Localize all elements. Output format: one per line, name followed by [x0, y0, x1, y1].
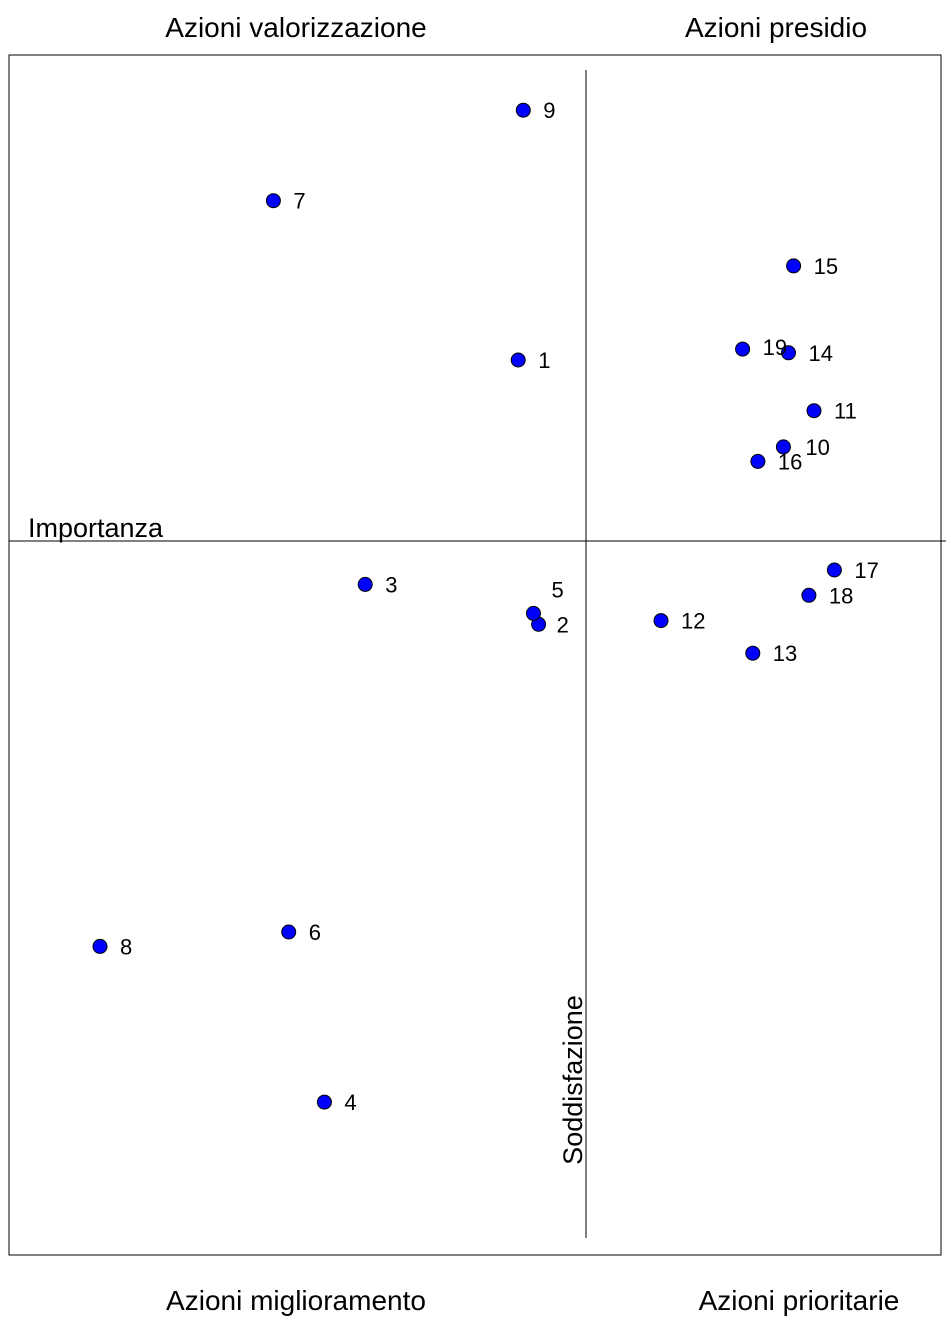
point-label-16: 16: [778, 449, 802, 474]
point-label-10: 10: [805, 435, 829, 460]
scatter-point-10: [775, 439, 791, 455]
point-label-14: 14: [809, 341, 833, 366]
scatter-point-17: [826, 562, 842, 578]
y-axis-label: Importanza: [28, 513, 164, 543]
quadrant-label-bottom-right: Azioni prioritarie: [699, 1285, 900, 1316]
scatter-point-5: [526, 605, 541, 621]
point-label-4: 4: [344, 1090, 356, 1115]
point-label-7: 7: [293, 189, 305, 214]
point-label-13: 13: [773, 641, 797, 666]
scatter-point-16: [750, 453, 766, 469]
scatter-point-15: [786, 258, 802, 274]
x-axis-label: Soddisfazione: [558, 995, 588, 1165]
point-label-11: 11: [834, 399, 857, 424]
point-label-18: 18: [829, 583, 853, 608]
point-label-6: 6: [309, 920, 321, 945]
point-label-3: 3: [385, 572, 397, 597]
scatter-point-4: [316, 1094, 332, 1110]
quadrant-label-top-left: Azioni valorizzazione: [165, 12, 426, 43]
point-label-19: 19: [763, 335, 787, 360]
scatter-point-11: [806, 403, 822, 419]
point-label-1: 1: [538, 348, 550, 373]
scatter-point-14: [781, 345, 796, 361]
scatter-point-3: [357, 576, 373, 592]
point-label-8: 8: [120, 934, 132, 959]
scatter-point-13: [745, 645, 761, 661]
plot-frame: [8, 54, 942, 1256]
scatter-point-9: [515, 102, 531, 118]
point-label-9: 9: [543, 98, 555, 123]
scatter-point-18: [801, 587, 817, 603]
point-label-17: 17: [854, 558, 878, 583]
scatter-point-19: [735, 341, 751, 357]
scatter-point-7: [265, 193, 281, 209]
quadrant-label-bottom-left: Azioni miglioramento: [166, 1285, 426, 1316]
scatter-point-8: [92, 938, 108, 954]
quadrant-label-top-right: Azioni presidio: [685, 12, 867, 43]
scatter-point-6: [281, 924, 297, 940]
scatter-point-1: [510, 352, 526, 368]
point-label-5: 5: [552, 577, 564, 602]
scatter-point-12: [653, 613, 669, 629]
point-label-2: 2: [557, 612, 569, 637]
point-label-12: 12: [681, 609, 705, 634]
point-label-15: 15: [814, 254, 838, 279]
